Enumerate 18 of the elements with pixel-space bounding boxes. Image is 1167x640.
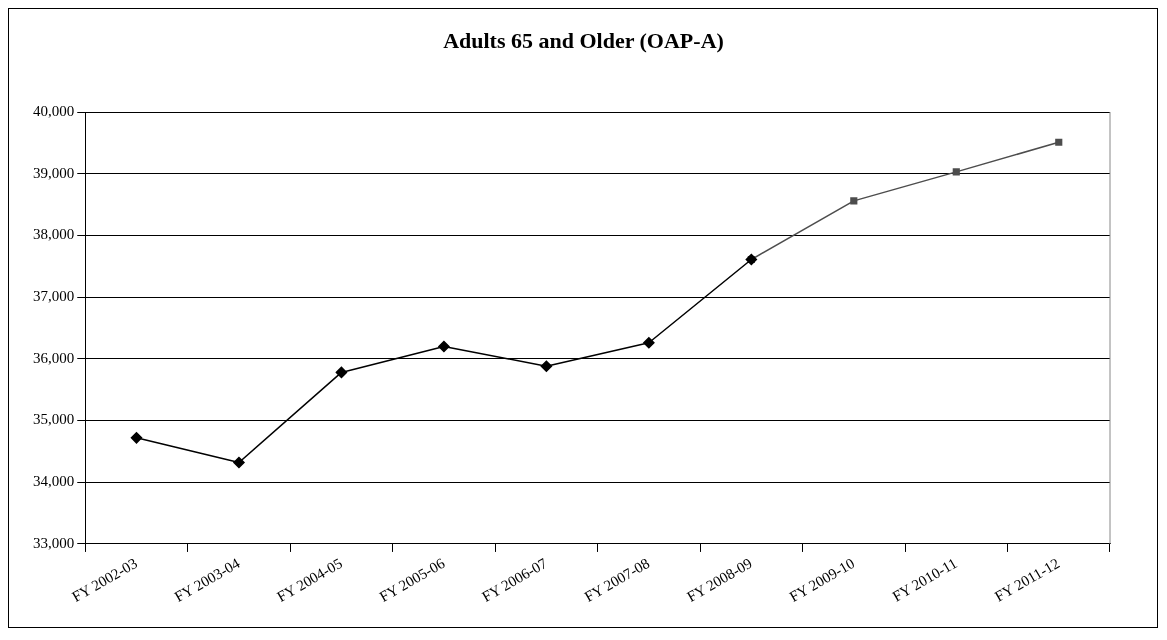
point bbox=[850, 197, 858, 205]
point bbox=[438, 340, 450, 353]
y-tick-label: 39,000 bbox=[33, 164, 75, 181]
y-tick-label: 34,000 bbox=[33, 473, 75, 490]
chart-title: Adults 65 and Older (OAP-A) bbox=[442, 28, 725, 54]
y-tick-label: 36,000 bbox=[33, 349, 75, 366]
point bbox=[643, 337, 655, 349]
y-tick-label: 35,000 bbox=[33, 411, 75, 428]
y-tick-label: 40,000 bbox=[33, 102, 75, 119]
point bbox=[952, 168, 960, 176]
y-tick-label: 38,000 bbox=[33, 226, 75, 243]
point bbox=[540, 360, 553, 372]
y-tick-label: 37,000 bbox=[33, 288, 75, 305]
point bbox=[1055, 138, 1063, 146]
y-tick-label: 33,000 bbox=[33, 534, 75, 551]
point bbox=[130, 432, 143, 444]
point bbox=[335, 366, 348, 379]
point bbox=[233, 456, 245, 469]
